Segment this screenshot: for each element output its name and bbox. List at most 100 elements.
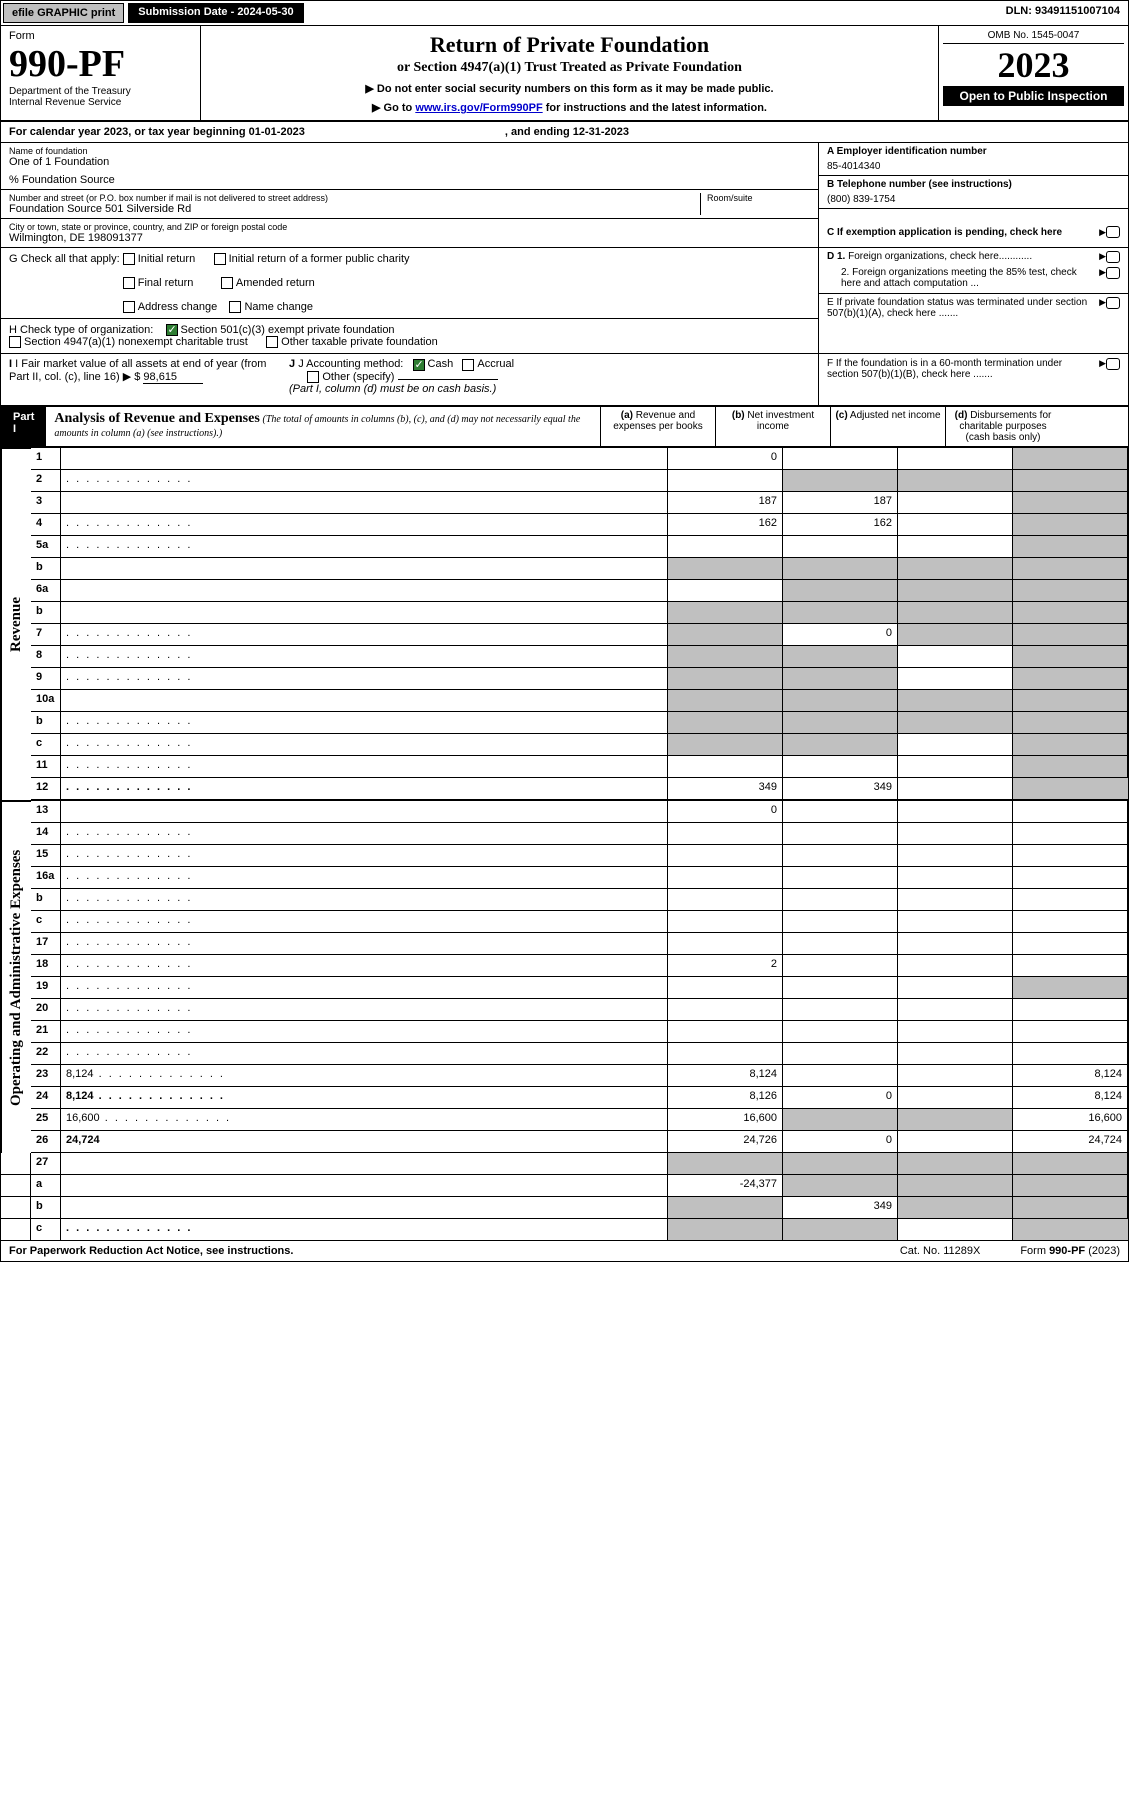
line-description: 8,124	[61, 1065, 668, 1087]
col-c-value	[898, 690, 1013, 712]
line-description	[61, 756, 668, 778]
col-a-value	[668, 845, 783, 867]
col-d-value: 24,724	[1013, 1131, 1128, 1153]
col-b-value	[783, 867, 898, 889]
line-number: 14	[31, 823, 61, 845]
col-d-value	[1013, 911, 1128, 933]
col-d-value	[1013, 668, 1128, 690]
col-a-value	[668, 602, 783, 624]
col-a-value	[668, 690, 783, 712]
line-description	[61, 734, 668, 756]
line-number: 22	[31, 1043, 61, 1065]
g-label: G Check all that apply:	[9, 253, 120, 265]
col-b-value	[783, 823, 898, 845]
line-number: c	[31, 734, 61, 756]
col-c-value	[898, 1109, 1013, 1131]
dept-treasury: Department of the Treasury	[9, 86, 192, 97]
d2-checkbox[interactable]	[1106, 267, 1120, 279]
4947a1-checkbox[interactable]	[9, 336, 21, 348]
col-d-value	[1013, 999, 1128, 1021]
col-c-value	[898, 845, 1013, 867]
col-b-value	[783, 1219, 898, 1241]
dln-number: DLN: 93491151007104	[998, 1, 1128, 25]
fmv-value: 98,615	[143, 371, 203, 384]
f-checkbox[interactable]	[1106, 358, 1120, 370]
col-d-value	[1013, 734, 1128, 756]
col-b-value	[783, 602, 898, 624]
cash-checkbox[interactable]	[413, 359, 425, 371]
form-990pf-page: efile GRAPHIC print Submission Date - 20…	[0, 0, 1129, 1262]
col-d-value	[1013, 955, 1128, 977]
j-accrual: Accrual	[477, 358, 514, 370]
line-description	[61, 580, 668, 602]
col-a-value: 24,726	[668, 1131, 783, 1153]
exemption-checkbox[interactable]	[1106, 226, 1120, 238]
line-number: 18	[31, 955, 61, 977]
line-description	[61, 690, 668, 712]
col-b-value: 349	[783, 1197, 898, 1219]
other-taxable-checkbox[interactable]	[266, 336, 278, 348]
line-description	[61, 778, 668, 800]
col-c-value	[898, 580, 1013, 602]
initial-return-former-checkbox[interactable]	[214, 253, 226, 265]
line-number: 13	[31, 801, 61, 823]
col-b-value	[783, 668, 898, 690]
form990pf-link[interactable]: www.irs.gov/Form990PF	[415, 102, 542, 114]
col-c-value	[898, 602, 1013, 624]
efile-print-button[interactable]: efile GRAPHIC print	[3, 3, 124, 23]
d1-checkbox[interactable]	[1106, 251, 1120, 263]
city-label: City or town, state or province, country…	[9, 222, 810, 232]
col-d-value	[1013, 712, 1128, 734]
line-description	[61, 977, 668, 999]
col-b-value: 162	[783, 514, 898, 536]
section-ij: I I Fair market value of all assets at e…	[1, 354, 1128, 406]
line-description	[61, 955, 668, 977]
line-description	[61, 845, 668, 867]
col-b-value	[783, 1065, 898, 1087]
col-c-value	[898, 1197, 1013, 1219]
col-b-value	[783, 580, 898, 602]
col-c-value	[898, 1131, 1013, 1153]
city-cell: City or town, state or province, country…	[1, 219, 818, 247]
line-description	[61, 558, 668, 580]
final-return-checkbox[interactable]	[123, 277, 135, 289]
col-b-value	[783, 756, 898, 778]
h-opt-3: Other taxable private foundation	[281, 336, 438, 348]
col-c-value	[898, 933, 1013, 955]
arrow-icon	[1095, 227, 1106, 238]
name-change-checkbox[interactable]	[229, 301, 241, 313]
col-d-value	[1013, 448, 1128, 470]
spacer	[1, 1175, 31, 1197]
other-method-checkbox[interactable]	[307, 371, 319, 383]
line-description	[61, 1043, 668, 1065]
line-number: 17	[31, 933, 61, 955]
col-a-value	[668, 867, 783, 889]
col-b-value	[783, 646, 898, 668]
col-a-value	[668, 1043, 783, 1065]
line-description	[61, 624, 668, 646]
address-change-checkbox[interactable]	[123, 301, 135, 313]
line-description	[61, 712, 668, 734]
e-checkbox[interactable]	[1106, 297, 1120, 309]
initial-return-checkbox[interactable]	[123, 253, 135, 265]
col-b-value	[783, 911, 898, 933]
arrow-icon	[1095, 267, 1106, 289]
col-d-value	[1013, 470, 1128, 492]
foundation-name-cell: Name of foundation One of 1 Foundation %…	[1, 143, 818, 190]
col-c-value	[898, 867, 1013, 889]
h-opt-2: Section 4947(a)(1) nonexempt charitable …	[24, 336, 248, 348]
amended-return-checkbox[interactable]	[221, 277, 233, 289]
col-b-value: 0	[783, 1087, 898, 1109]
line-number: 19	[31, 977, 61, 999]
col-b-value: 187	[783, 492, 898, 514]
501c3-checkbox[interactable]	[166, 324, 178, 336]
col-c-value	[898, 448, 1013, 470]
arrow-icon	[1095, 297, 1106, 319]
accrual-checkbox[interactable]	[462, 359, 474, 371]
col-d-value	[1013, 1197, 1128, 1219]
info-left: Name of foundation One of 1 Foundation %…	[1, 143, 818, 247]
col-d-value	[1013, 933, 1128, 955]
line-description	[61, 889, 668, 911]
col-d-value: 16,600	[1013, 1109, 1128, 1131]
info-right: A Employer identification number 85-4014…	[818, 143, 1128, 247]
